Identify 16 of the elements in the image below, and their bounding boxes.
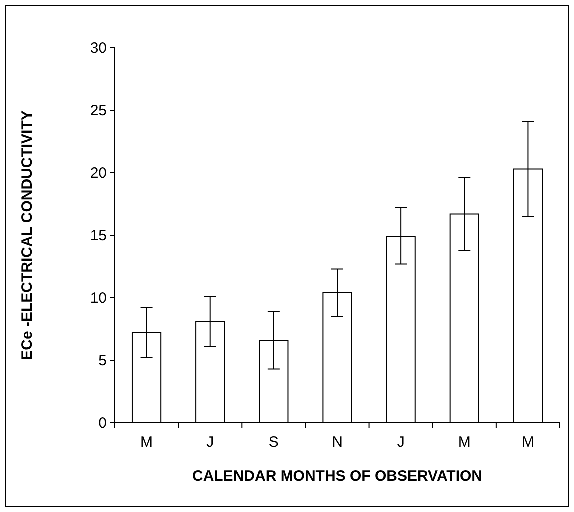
x-tick-label: S [268, 434, 279, 451]
y-tick-label: 0 [98, 414, 107, 432]
y-tick-label: 15 [90, 227, 107, 244]
x-axis-title: CALENDAR MONTHS OF OBSERVATION [192, 468, 483, 485]
y-tick-label: 10 [90, 290, 107, 307]
x-tick-label: J [206, 434, 214, 451]
y-tick-label: 30 [90, 40, 107, 57]
x-tick-label: M [522, 434, 534, 451]
x-tick-label: M [458, 434, 471, 451]
x-tick-label: M [140, 434, 154, 451]
y-tick-label: 20 [90, 164, 107, 182]
y-axis-title: ECe -ELECTRICAL CONDUCTIVITY [19, 110, 36, 360]
y-tick-label: 25 [90, 102, 107, 120]
x-tick-label: J [397, 434, 405, 451]
x-tick-label: N [332, 434, 343, 451]
y-tick-label: 5 [98, 352, 107, 370]
